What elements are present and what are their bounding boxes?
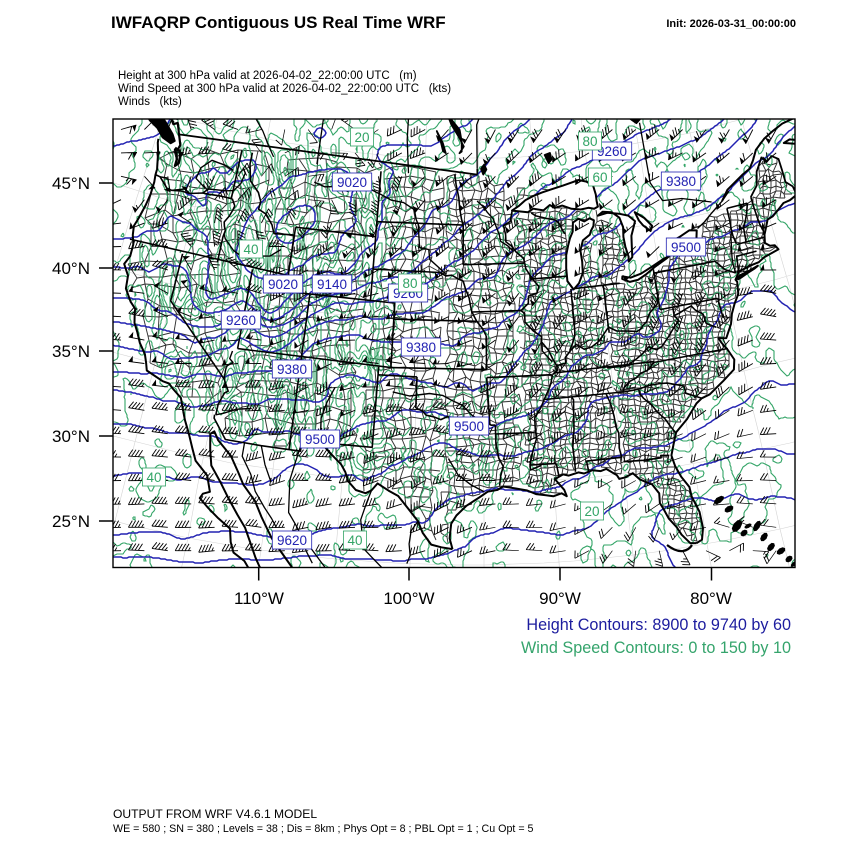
svg-text:9380: 9380 bbox=[666, 174, 696, 189]
svg-text:60: 60 bbox=[592, 170, 607, 185]
svg-text:9020: 9020 bbox=[268, 277, 298, 292]
svg-text:80: 80 bbox=[582, 134, 597, 149]
svg-text:9500: 9500 bbox=[454, 419, 484, 434]
svg-text:80: 80 bbox=[402, 276, 417, 291]
svg-text:9500: 9500 bbox=[671, 240, 701, 255]
svg-text:9260: 9260 bbox=[226, 313, 256, 328]
svg-text:9140: 9140 bbox=[317, 277, 347, 292]
svg-text:9500: 9500 bbox=[305, 432, 335, 447]
svg-text:20: 20 bbox=[584, 504, 599, 519]
svg-text:40: 40 bbox=[146, 470, 161, 485]
svg-text:9020: 9020 bbox=[337, 175, 367, 190]
svg-text:20: 20 bbox=[354, 130, 369, 145]
svg-text:9380: 9380 bbox=[406, 340, 436, 355]
svg-text:40: 40 bbox=[347, 533, 362, 548]
svg-text:9380: 9380 bbox=[277, 362, 307, 377]
svg-text:9620: 9620 bbox=[277, 533, 307, 548]
svg-text:40: 40 bbox=[243, 242, 258, 257]
svg-text:9260: 9260 bbox=[597, 144, 627, 159]
